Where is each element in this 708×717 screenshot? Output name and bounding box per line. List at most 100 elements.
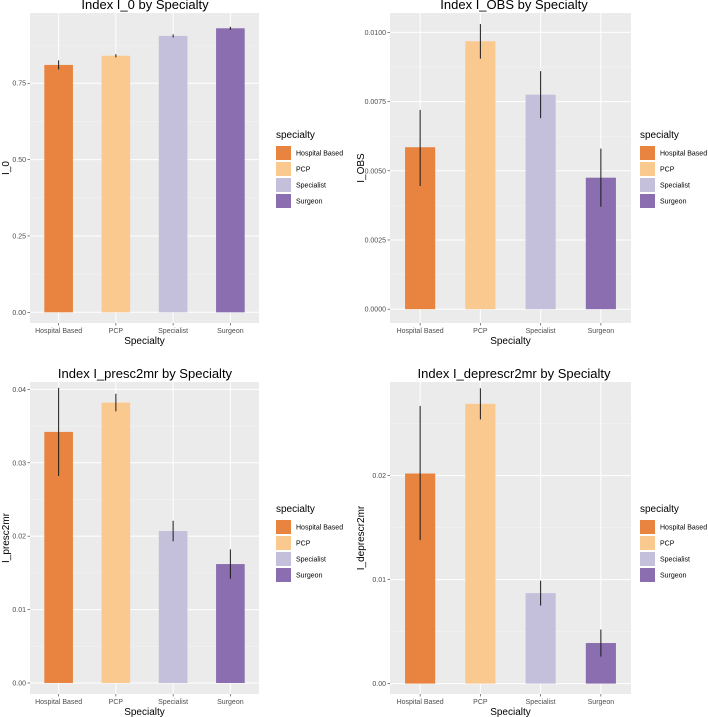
- x-tick-label: Specialist: [158, 328, 188, 335]
- legend: specialty Hospital Based PCP Specialist Surg…: [640, 130, 707, 208]
- legend: specialty Hospital Based PCP Specialist Surg…: [640, 504, 707, 582]
- legend-title: specialty: [276, 504, 315, 515]
- legend-label: Hospital Based: [296, 525, 343, 532]
- legend-swatch: [640, 146, 655, 160]
- bar-pcp: [465, 403, 496, 684]
- y-tick-label: 0.02: [372, 473, 386, 480]
- legend-label: Specialist: [660, 183, 690, 190]
- legend-label: Surgeon: [660, 199, 687, 206]
- x-tick-label: Hospital Based: [35, 699, 82, 706]
- bar-pcp: [101, 55, 131, 313]
- x-axis-title: Specialty: [490, 707, 531, 717]
- legend-swatch: [640, 162, 655, 176]
- chart-title: Index I_OBS by Specialty: [440, 0, 588, 12]
- legend-swatch: [276, 178, 291, 192]
- legend-label: Specialist: [296, 183, 326, 190]
- y-axis-title: I_OBS: [356, 153, 367, 183]
- legend-swatch: [276, 568, 291, 582]
- bar-surgeon: [216, 564, 245, 683]
- legend: specialty Hospital Based PCP Specialist Surg…: [276, 130, 343, 208]
- x-axis-title: Specialty: [490, 336, 531, 347]
- x-tick-label: Hospital Based: [397, 328, 444, 335]
- chart-title: Index I_presc2mr by Specialty: [58, 366, 233, 381]
- x-tick-label: Surgeon: [588, 328, 615, 335]
- y-tick-label: 0.01: [12, 607, 26, 614]
- bar-pcp: [101, 402, 131, 683]
- x-tick-label: Surgeon: [588, 699, 615, 706]
- legend-label: Hospital Based: [660, 525, 707, 532]
- legend-title: specialty: [640, 504, 679, 515]
- x-tick-label: Hospital Based: [35, 328, 82, 335]
- legend-swatch: [640, 536, 655, 550]
- y-tick-label: 0.00: [372, 681, 386, 688]
- legend-label: Surgeon: [296, 199, 323, 206]
- x-tick-label: PCP: [109, 328, 124, 335]
- x-tick-label: PCP: [109, 699, 124, 706]
- legend: specialty Hospital Based PCP Specialist Surg…: [276, 504, 343, 582]
- legend-label: PCP: [660, 541, 675, 548]
- legend-label: Specialist: [296, 557, 326, 564]
- y-axis-title: I_0: [1, 161, 12, 175]
- legend-swatch: [276, 162, 291, 176]
- legend-label: Surgeon: [660, 573, 687, 580]
- y-tick-label: 0.0100: [365, 30, 387, 37]
- y-tick-label: 0.0025: [365, 237, 387, 244]
- bar-specialist: [158, 35, 188, 313]
- chart-title: Index I_deprescr2mr by Specialty: [418, 366, 611, 381]
- legend-title: specialty: [276, 130, 315, 141]
- legend-label: PCP: [296, 541, 311, 548]
- legend-swatch: [276, 520, 291, 534]
- chart-panel-1: Index I_0 by Specialty 0.00 0.25 0.50 0.75 Ho…: [1, 0, 343, 347]
- legend-label: Surgeon: [296, 573, 323, 580]
- y-tick-label: 0.04: [12, 387, 26, 394]
- x-tick-label: Hospital Based: [397, 699, 444, 706]
- legend-label: PCP: [660, 167, 675, 174]
- y-tick-label: 0.03: [12, 460, 26, 467]
- legend-swatch: [640, 194, 655, 208]
- legend-label: Hospital Based: [296, 151, 343, 158]
- x-tick-label: Specialist: [526, 699, 556, 706]
- chart-title: Index I_0 by Specialty: [81, 0, 209, 12]
- y-tick-label: 0.75: [12, 81, 26, 88]
- bar-specialist: [158, 531, 188, 683]
- legend-swatch: [276, 146, 291, 160]
- legend-label: Specialist: [660, 557, 690, 564]
- x-tick-label: Surgeon: [217, 699, 244, 706]
- legend-swatch: [640, 520, 655, 534]
- y-tick-label: 0.00: [12, 680, 26, 687]
- y-tick-label: 0.0000: [365, 307, 387, 314]
- x-axis-title: Specialty: [124, 336, 165, 347]
- x-tick-label: Surgeon: [217, 328, 244, 335]
- y-tick-label: 0.0075: [365, 99, 387, 106]
- y-axis-title: I_deprescr2mr: [356, 505, 367, 570]
- bar-specialist: [525, 593, 556, 684]
- y-axis-title: I_presc2mr: [1, 512, 12, 563]
- y-tick-label: 0.00: [12, 310, 26, 317]
- y-tick-label: 0.25: [12, 233, 26, 240]
- y-tick-label: 0.0050: [365, 168, 387, 175]
- legend-swatch: [640, 178, 655, 192]
- legend-swatch: [640, 552, 655, 566]
- y-tick-label: 0.50: [12, 157, 26, 164]
- chart-panel-4: Index I_deprescr2mr by Specialty 0.00 0.01…: [356, 366, 707, 717]
- x-tick-label: PCP: [473, 328, 488, 335]
- bar-specialist: [525, 94, 556, 310]
- bar-hospital-based: [44, 64, 73, 313]
- legend-label: PCP: [296, 167, 311, 174]
- legend-title: specialty: [640, 130, 679, 141]
- y-tick-label: 0.01: [372, 577, 386, 584]
- chart-panel-2: Index I_OBS by Specialty 0.0000 0.0025 0.00…: [356, 0, 707, 347]
- legend-swatch: [276, 194, 291, 208]
- legend-swatch: [276, 552, 291, 566]
- chart-panel-3: Index I_presc2mr by Specialty 0.00 0.01 0.0…: [1, 366, 343, 717]
- legend-swatch: [640, 568, 655, 582]
- legend-swatch: [276, 536, 291, 550]
- bar-pcp: [465, 41, 496, 310]
- x-tick-label: Specialist: [526, 328, 556, 335]
- x-tick-label: Specialist: [158, 699, 188, 706]
- legend-label: Hospital Based: [660, 151, 707, 158]
- x-tick-label: PCP: [473, 699, 488, 706]
- x-axis-title: Specialty: [124, 707, 165, 717]
- bar-surgeon: [216, 28, 245, 313]
